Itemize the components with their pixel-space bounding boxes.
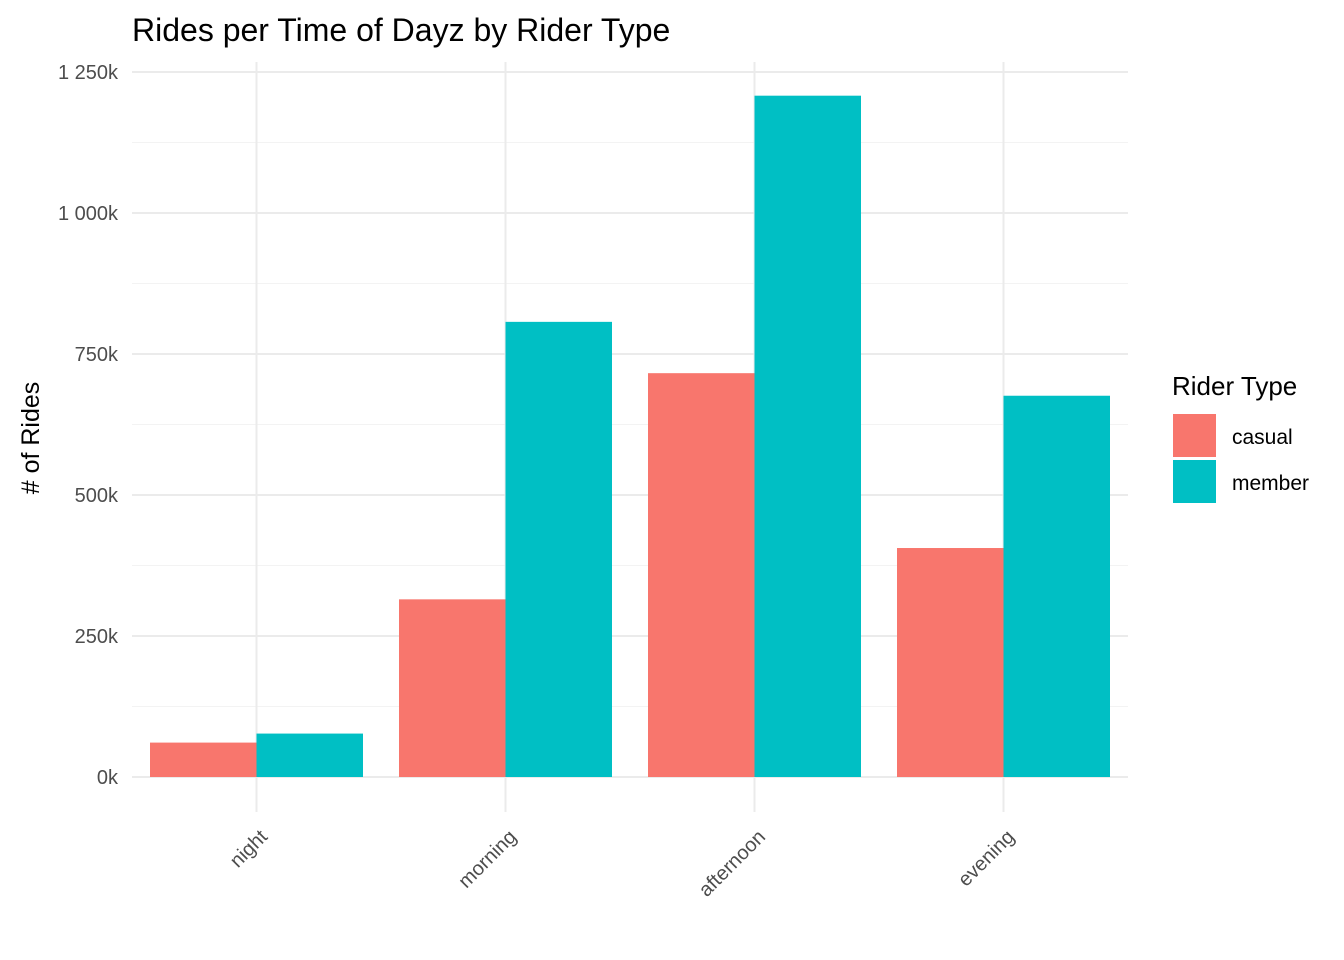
legend-label-member: member — [1232, 472, 1309, 495]
legend-label-casual: casual — [1232, 426, 1293, 449]
y-axis-ticks: 0k 250k 500k 750k 1 000k 1 250k — [58, 62, 119, 789]
bar-member-night — [256, 733, 363, 777]
bar-casual-afternoon — [648, 373, 755, 777]
legend-key-casual — [1173, 414, 1216, 457]
legend-title: Rider Type — [1172, 371, 1297, 401]
y-tick-label: 1 250k — [58, 62, 119, 84]
x-tick-label: night — [226, 826, 273, 873]
legend-key-member — [1173, 460, 1216, 503]
y-tick-label: 0k — [97, 767, 119, 789]
bar-casual-night — [150, 742, 257, 777]
y-tick-label: 1 000k — [58, 203, 119, 225]
bar-member-afternoon — [754, 95, 861, 778]
y-tick-label: 250k — [75, 626, 119, 648]
bar-member-evening — [1003, 395, 1110, 777]
bar-member-morning — [505, 321, 612, 777]
legend-items: casual member — [1173, 414, 1309, 503]
bar-casual-morning — [399, 599, 506, 777]
chart-title: Rides per Time of Dayz by Rider Type — [132, 12, 670, 48]
y-tick-label: 500k — [75, 485, 119, 507]
legend: Rider Type casual member — [1172, 371, 1309, 503]
x-axis-ticks: night morning afternoon evening — [226, 826, 1019, 902]
y-axis-title: # of Rides — [17, 382, 45, 495]
bars — [150, 95, 1110, 778]
bar-casual-evening — [897, 548, 1004, 777]
x-tick-label: morning — [454, 826, 521, 893]
y-tick-label: 750k — [75, 344, 119, 366]
x-tick-label: evening — [954, 826, 1019, 891]
x-tick-label: afternoon — [695, 826, 770, 901]
